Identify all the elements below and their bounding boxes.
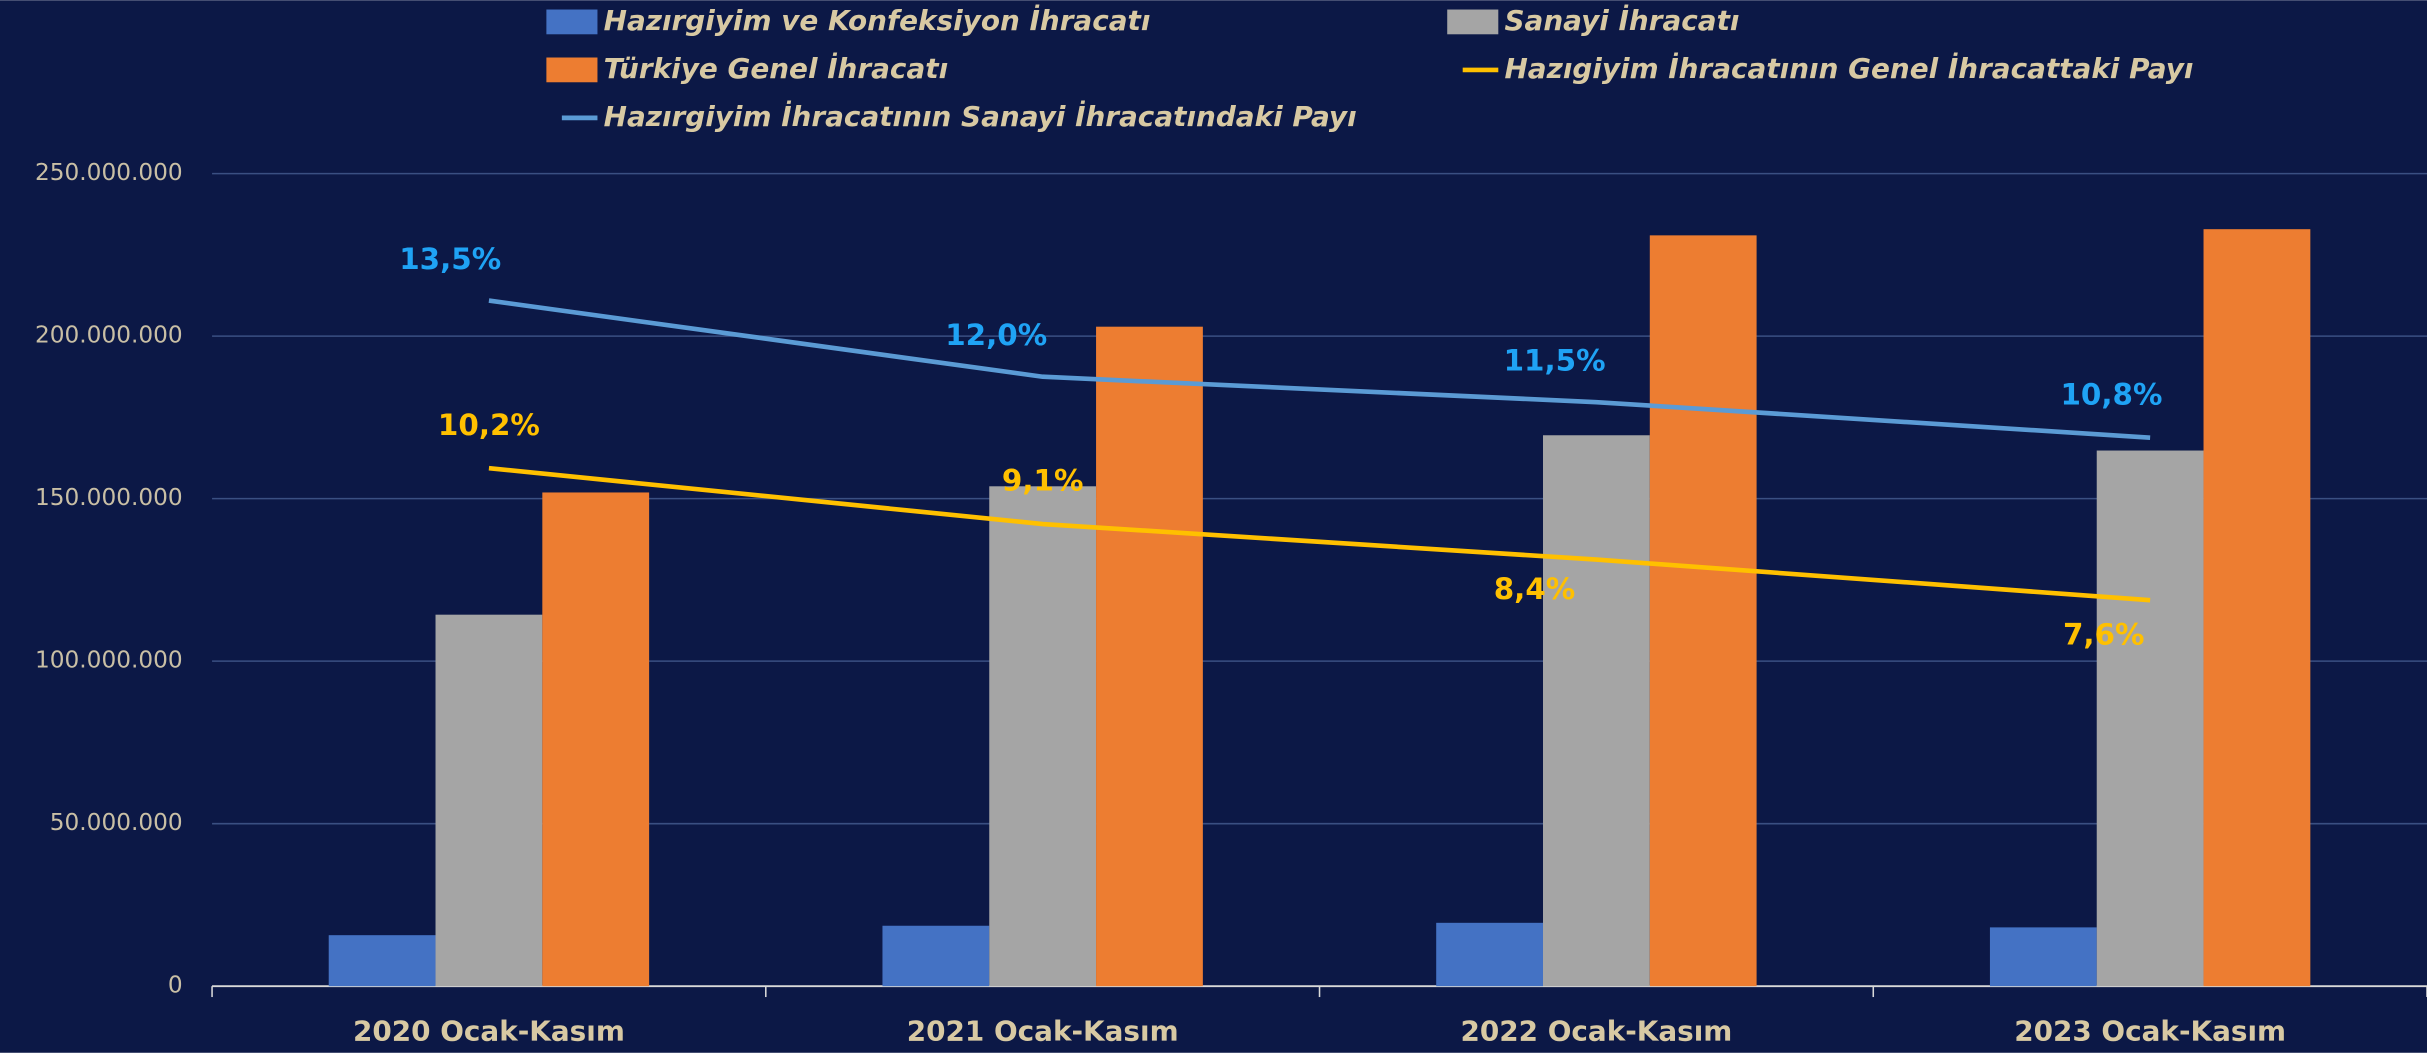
bar bbox=[882, 925, 990, 987]
data-label: 12,0% bbox=[945, 318, 1047, 352]
y-tick-label: 50.000.000 bbox=[50, 809, 183, 836]
bar bbox=[1436, 922, 1543, 987]
x-tick-label: 2023 Ocak-Kasım bbox=[2014, 1015, 2286, 1048]
data-label: 13,5% bbox=[399, 242, 501, 276]
x-tick-label: 2022 Ocak-Kasım bbox=[1460, 1015, 1732, 1048]
bar bbox=[1989, 927, 2097, 987]
x-tick-label: 2021 Ocak-Kasım bbox=[907, 1015, 1179, 1048]
bar bbox=[2203, 229, 2311, 987]
legend-swatch bbox=[546, 9, 598, 35]
bar bbox=[1096, 326, 1203, 987]
line bbox=[488, 298, 2151, 441]
legend-label: Sanayi İhracatı bbox=[1504, 3, 1739, 37]
data-label: 10,2% bbox=[438, 408, 540, 442]
bar bbox=[328, 935, 436, 987]
bar bbox=[1649, 235, 1757, 987]
bar bbox=[542, 492, 650, 987]
y-tick-label: 0 bbox=[168, 972, 183, 999]
y-tick-label: 200.000.000 bbox=[35, 322, 183, 349]
data-label: 9,1% bbox=[1002, 464, 1084, 498]
y-tick-label: 100.000.000 bbox=[35, 647, 183, 674]
legend-label: Türkiye Genel İhracatı bbox=[604, 51, 948, 85]
bar bbox=[2096, 450, 2204, 987]
bar bbox=[989, 486, 1097, 987]
legend-swatch bbox=[546, 57, 598, 83]
x-tick-label: 2020 Ocak-Kasım bbox=[353, 1015, 625, 1048]
bar bbox=[1542, 435, 1650, 987]
legend-label: Hazırgiyim ve Konfeksiyon İhracatı bbox=[604, 3, 1151, 37]
bar bbox=[435, 614, 543, 987]
y-tick-label: 250.000.000 bbox=[35, 159, 183, 186]
data-label: 11,5% bbox=[1504, 343, 1606, 377]
legend-label: Hazırgiyim İhracatının Sanayi İhracatınd… bbox=[604, 99, 1357, 133]
data-label: 10,8% bbox=[2060, 377, 2162, 411]
line bbox=[488, 465, 2151, 603]
data-label: 8,4% bbox=[1494, 572, 1576, 606]
y-tick-label: 150.000.000 bbox=[35, 484, 183, 511]
legend-label: Hazıgiyim İhracatının Genel İhracattaki … bbox=[1504, 51, 2193, 85]
legend-swatch bbox=[1447, 9, 1499, 35]
data-label: 7,6% bbox=[2063, 617, 2145, 651]
